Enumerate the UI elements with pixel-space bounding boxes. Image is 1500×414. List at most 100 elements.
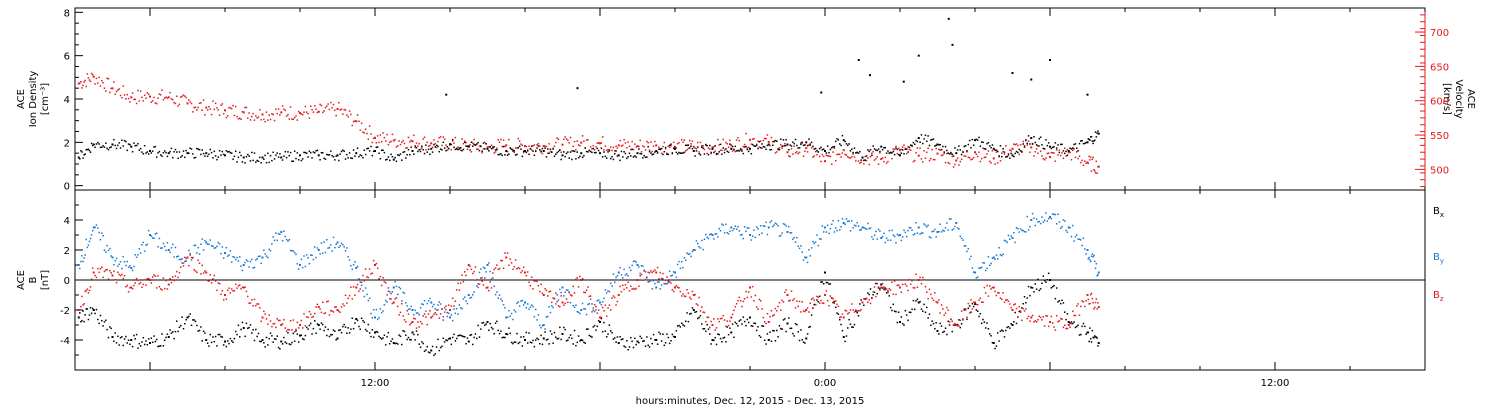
velocity-point <box>1022 140 1024 143</box>
by-point <box>943 230 945 232</box>
velocity-point <box>319 103 321 106</box>
velocity-point <box>863 163 865 165</box>
density-point <box>798 147 801 149</box>
bx-point <box>916 298 919 301</box>
by-point <box>154 233 157 235</box>
bx-point <box>462 335 465 338</box>
velocity-point <box>900 148 903 151</box>
velocity-point <box>587 138 589 141</box>
velocity-point <box>970 158 972 161</box>
density-point <box>997 150 999 153</box>
by-point <box>283 230 285 232</box>
velocity-point <box>751 138 754 140</box>
bx-point <box>81 319 83 322</box>
density-point <box>190 148 193 150</box>
bx-point <box>297 341 300 343</box>
bx-point <box>323 329 325 332</box>
bx-point <box>557 337 560 340</box>
by-point <box>86 246 89 249</box>
density-point <box>565 152 568 155</box>
density-point <box>105 142 107 144</box>
bz-point <box>776 310 778 312</box>
density-point <box>816 149 818 152</box>
bz-point <box>857 310 860 312</box>
velocity-point <box>928 159 931 162</box>
velocity-point <box>1093 170 1096 172</box>
bz-point <box>251 299 253 301</box>
bz-point <box>822 302 825 305</box>
density-point <box>903 153 905 155</box>
velocity-point <box>1090 170 1093 172</box>
by-point <box>232 255 234 258</box>
by-point <box>121 267 123 270</box>
density-point <box>710 151 712 154</box>
bz-point <box>596 312 599 314</box>
velocity-point <box>1033 155 1035 157</box>
by-point <box>676 263 679 266</box>
density-point <box>924 134 927 137</box>
density-point <box>92 143 95 146</box>
bz-point <box>659 271 662 274</box>
velocity-point <box>390 140 392 143</box>
by-point <box>113 263 115 266</box>
velocity-point <box>311 108 313 111</box>
bz-point <box>350 286 352 288</box>
by-point <box>87 244 90 246</box>
density-spike-point <box>820 91 823 94</box>
bx-point <box>766 333 769 335</box>
legend-by: By <box>1433 252 1444 265</box>
by-point <box>151 237 154 239</box>
density-point <box>860 159 862 161</box>
velocity-point <box>125 98 127 100</box>
velocity-point <box>959 160 962 163</box>
by-point <box>916 232 919 234</box>
density-point <box>561 154 564 157</box>
by-point <box>443 311 446 313</box>
bx-point <box>279 348 281 350</box>
bx-point <box>138 342 141 345</box>
bx-point <box>394 342 396 345</box>
bx-point <box>351 317 353 319</box>
bz-point <box>473 270 475 273</box>
bx-point <box>275 338 277 340</box>
bz-point <box>521 270 524 272</box>
density-point <box>232 158 234 160</box>
density-point <box>313 151 316 154</box>
velocity-point <box>371 141 374 144</box>
bx-point <box>251 332 253 334</box>
density-point <box>745 145 747 148</box>
bz-point <box>1088 303 1090 305</box>
bx-point <box>769 331 771 333</box>
density-point <box>372 150 375 153</box>
bx-point <box>825 281 828 284</box>
density-point <box>447 147 450 150</box>
by-point <box>701 239 703 242</box>
velocity-point <box>267 119 269 121</box>
by-point <box>208 243 210 246</box>
bx-point <box>859 303 861 305</box>
legend-bx-subscript: x <box>1440 211 1444 219</box>
by-point <box>893 235 896 238</box>
density-spike-point <box>947 17 950 20</box>
velocity-point <box>289 106 292 108</box>
bx-point <box>407 336 410 339</box>
bz-point <box>967 302 970 305</box>
bx-point <box>352 327 355 330</box>
bx-point <box>765 343 767 345</box>
bx-point <box>809 325 812 328</box>
density-point <box>276 152 278 154</box>
bx-point <box>384 344 387 346</box>
density-point <box>984 148 987 150</box>
bz-point <box>770 309 773 312</box>
velocity-point <box>85 85 87 88</box>
bz-point <box>371 272 374 274</box>
bz-point <box>322 301 324 304</box>
density-point <box>352 149 355 151</box>
density-point <box>508 153 510 155</box>
bx-point <box>1085 333 1087 335</box>
velocity-point <box>217 109 220 111</box>
bz-point <box>198 262 201 265</box>
density-point <box>509 147 512 149</box>
by-point <box>317 249 320 251</box>
